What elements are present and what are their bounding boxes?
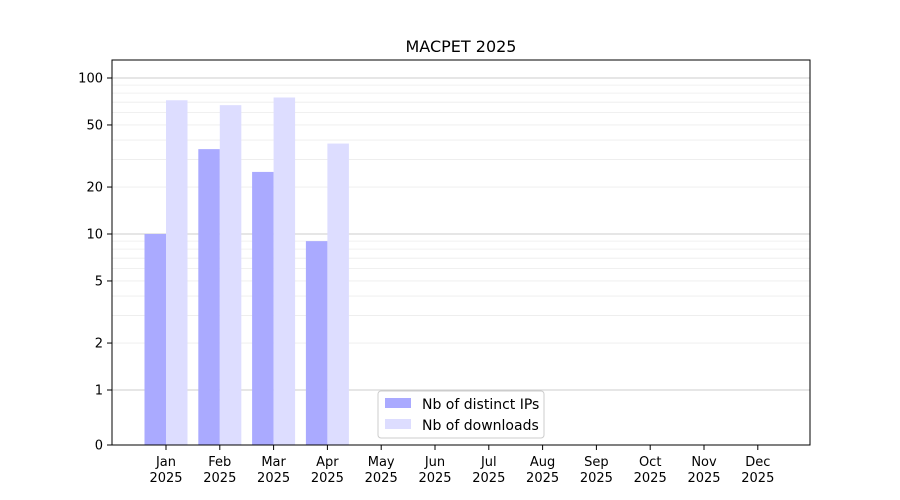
bar-downloads: [327, 143, 349, 445]
y-tick-label: 5: [95, 274, 103, 289]
x-tick-label: Aug: [530, 455, 555, 470]
y-tick-label: 2: [95, 337, 103, 352]
x-tick-label: 2025: [580, 471, 613, 486]
x-tick-label: 2025: [311, 471, 344, 486]
bar-distinct-ips: [305, 241, 328, 445]
x-tick-label: Feb: [208, 455, 231, 470]
y-axis: 0 1 2 5 10 20 50 100: [78, 72, 112, 454]
bar-downloads: [166, 100, 188, 445]
legend: Nb of distinct IPs Nb of downloads: [377, 390, 545, 439]
x-tick-label: May: [368, 455, 395, 470]
x-tick-label: 2025: [687, 471, 720, 486]
legend-label-distinct-ips: Nb of distinct IPs: [422, 397, 539, 413]
x-tick-label: Mar: [261, 455, 286, 470]
y-tick-label: 0: [95, 439, 103, 454]
x-tick-label: Jul: [480, 455, 497, 470]
legend-frame: [377, 390, 545, 439]
x-axis: Jan2025Feb2025Mar2025Apr2025May2025Jun20…: [149, 445, 774, 486]
legend-swatch-downloads: [385, 419, 411, 429]
x-tick-label: Sep: [584, 455, 609, 470]
x-tick-label: 2025: [365, 471, 398, 486]
bar-distinct-ips: [198, 149, 220, 446]
bars-layer: [144, 97, 349, 446]
x-tick-label: Jun: [424, 455, 445, 470]
y-tick-label: 10: [86, 228, 103, 243]
x-tick-label: 2025: [741, 471, 774, 486]
legend-label-downloads: Nb of downloads: [422, 418, 539, 434]
x-tick-label: 2025: [526, 471, 559, 486]
bar-downloads: [219, 105, 242, 446]
x-tick-label: Jan: [155, 455, 176, 470]
x-tick-label: 2025: [149, 471, 182, 486]
x-tick-label: Apr: [316, 455, 339, 470]
bar-distinct-ips: [144, 234, 166, 445]
x-tick-label: Oct: [639, 455, 661, 470]
x-tick-label: 2025: [257, 471, 290, 486]
x-tick-label: Nov: [691, 455, 717, 470]
x-tick-label: 2025: [634, 471, 667, 486]
x-tick-label: 2025: [203, 471, 236, 486]
chart-title: MACPET 2025: [406, 37, 517, 56]
bar-downloads: [273, 97, 296, 445]
y-tick-label: 100: [78, 72, 103, 87]
bar-distinct-ips: [252, 171, 274, 445]
y-tick-label: 50: [86, 118, 103, 133]
y-tick-label: 20: [86, 181, 103, 196]
x-tick-label: Dec: [745, 455, 770, 470]
plot-frame: [111, 59, 811, 446]
x-tick-label: 2025: [418, 471, 451, 486]
legend-swatch-distinct-ips: [385, 398, 411, 408]
y-tick-label: 1: [95, 384, 103, 399]
x-tick-label: 2025: [472, 471, 505, 486]
